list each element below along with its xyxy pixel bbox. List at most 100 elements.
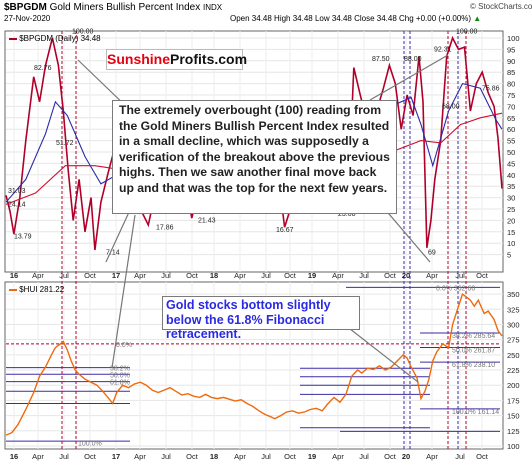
y-tick-label: 60 bbox=[507, 125, 515, 134]
x-tick-label: Jul bbox=[359, 452, 369, 461]
fib-level-label: 100.0% bbox=[78, 440, 102, 447]
x-tick-label: 20 bbox=[402, 271, 410, 280]
y-tick-label: 100 bbox=[507, 34, 520, 43]
x-tick-label: Jul bbox=[261, 452, 271, 461]
callout-fibonacci: Gold stocks bottom slightly below the 61… bbox=[162, 296, 360, 341]
x-tick-label: 17 bbox=[112, 271, 120, 280]
y-tick-label: 250 bbox=[507, 351, 520, 360]
fibonacci-levels bbox=[6, 286, 500, 442]
x-tick-label: Apr bbox=[134, 452, 146, 461]
x-tick-label: 19 bbox=[308, 452, 316, 461]
x-tick-label: Oct bbox=[384, 452, 397, 461]
fib-level-label: 38.2% bbox=[110, 366, 130, 373]
symbol: $BPGDM bbox=[4, 2, 47, 13]
exchange: INDX bbox=[202, 3, 223, 12]
y-tick-label: 350 bbox=[507, 290, 520, 299]
y-tick-label: 85 bbox=[507, 68, 515, 77]
point-label: 75.86 bbox=[482, 85, 500, 92]
point-label: 16.67 bbox=[276, 227, 294, 234]
x-tick-label: 16 bbox=[10, 271, 18, 280]
x-tick-label: Apr bbox=[134, 271, 146, 280]
x-tick-label: 20 bbox=[402, 452, 410, 461]
point-label: 13.79 bbox=[14, 234, 32, 241]
x-tick-label: 18 bbox=[210, 452, 218, 461]
y-tick-label: 175 bbox=[507, 396, 520, 405]
fib-level-label: 0.0% bbox=[116, 342, 132, 349]
y-tick-label: 15 bbox=[507, 228, 515, 237]
x-tick-label: Jul bbox=[59, 452, 69, 461]
chart-date: 27-Nov-2020 bbox=[4, 14, 51, 23]
x-tick-label: 17 bbox=[112, 452, 120, 461]
x-tick-label: Jul bbox=[161, 452, 171, 461]
point-label: 21.43 bbox=[198, 218, 216, 225]
x-tick-label: 18 bbox=[210, 271, 218, 280]
chart-header: $BPGDM Gold Miners Bullish Percent Index… bbox=[4, 2, 222, 13]
axis-ticks: 5 10 15 20 25 30 35 40 45 50 55 60 65 70 75 80 85 90 95 100… bbox=[10, 34, 520, 461]
y-tick-label: 90 bbox=[507, 57, 515, 66]
source-credit: © StockCharts.com bbox=[470, 2, 532, 11]
point-label: 17.86 bbox=[156, 225, 174, 232]
fib-level-label: 38.2% 285.64 bbox=[452, 333, 495, 340]
fib-level-label: 50.0% 261.87 bbox=[452, 347, 495, 354]
x-tick-label: Jul bbox=[261, 271, 271, 280]
x-tick-label: Jul bbox=[455, 271, 465, 280]
bottom-legend-label: $HUI 281.22 bbox=[19, 285, 65, 294]
x-tick-label: Apr bbox=[32, 452, 44, 461]
x-tick-label: Jul bbox=[161, 271, 171, 280]
legend-swatch bbox=[9, 37, 17, 40]
ohlc-values: Open 34.48 High 34.48 Low 34.48 Close 34… bbox=[230, 14, 472, 23]
y-tick-label: 65 bbox=[507, 114, 515, 123]
index-name: Gold Miners Bullish Percent Index bbox=[49, 2, 201, 13]
top-legend-label: $BPGDM (Daily) 34.48 bbox=[19, 34, 101, 43]
point-label: 92.31 bbox=[434, 47, 452, 54]
x-tick-label: 19 bbox=[308, 271, 316, 280]
hui-line bbox=[5, 292, 503, 436]
bottom-panel-frame bbox=[4, 281, 504, 450]
y-tick-label: 40 bbox=[507, 171, 515, 180]
callout-overbought-text: The extremely overbought (100) reading f… bbox=[119, 103, 390, 195]
y-tick-label: 70 bbox=[507, 102, 515, 111]
top-legend: $BPGDM (Daily) 34.48 bbox=[9, 34, 101, 43]
ohlc-readout: Open 34.48 High 34.48 Low 34.48 Close 34… bbox=[230, 14, 481, 23]
legend-swatch bbox=[9, 288, 17, 291]
x-tick-label: Oct bbox=[476, 452, 489, 461]
logo-part1: Sunshine bbox=[107, 51, 171, 67]
point-labels: 0.0% 38.2% 285.64 50.0% 261.87 61.8% 238.10… bbox=[8, 28, 500, 447]
x-tick-label: Oct bbox=[84, 452, 97, 461]
x-tick-label: Apr bbox=[426, 271, 438, 280]
point-label: 82.76 bbox=[34, 65, 52, 72]
fib-level-label: 0.0% 362.60 bbox=[436, 285, 475, 292]
y-tick-label: 25 bbox=[507, 205, 515, 214]
point-label: 31.03 bbox=[8, 188, 26, 195]
up-arrow-icon: ▲ bbox=[473, 14, 482, 23]
fib-level-label: 100.0% 161.14 bbox=[452, 409, 499, 416]
x-tick-label: Oct bbox=[186, 452, 199, 461]
y-tick-label: 100 bbox=[507, 442, 520, 451]
y-tick-label: 45 bbox=[507, 159, 515, 168]
bottom-legend: $HUI 281.22 bbox=[9, 285, 64, 294]
point-label: 87.50 bbox=[372, 56, 390, 63]
x-tick-label: Oct bbox=[284, 271, 297, 280]
fib-level-label: 50.0% bbox=[110, 372, 130, 379]
x-tick-label: Apr bbox=[332, 452, 344, 461]
y-tick-label: 225 bbox=[507, 366, 520, 375]
point-label: 69 bbox=[428, 250, 436, 257]
x-tick-label: Oct bbox=[284, 452, 297, 461]
logo-part2: Profits.com bbox=[170, 51, 248, 67]
x-tick-label: Apr bbox=[234, 271, 246, 280]
point-label: 68.00 bbox=[442, 104, 460, 111]
x-tick-label: Apr bbox=[332, 271, 344, 280]
y-tick-label: 30 bbox=[507, 194, 515, 203]
x-tick-label: Oct bbox=[84, 271, 97, 280]
x-tick-label: Jul bbox=[59, 271, 69, 280]
fib-level-label: 61.8% 238.10 bbox=[452, 362, 495, 369]
y-tick-label: 50 bbox=[507, 148, 515, 157]
point-label: 88.00 bbox=[404, 56, 422, 63]
y-tick-label: 150 bbox=[507, 412, 520, 421]
y-tick-label: 275 bbox=[507, 336, 520, 345]
y-tick-label: 300 bbox=[507, 320, 520, 329]
x-tick-label: Oct bbox=[186, 271, 199, 280]
callout-fibonacci-text: Gold stocks bottom slightly below the 61… bbox=[166, 298, 331, 341]
x-tick-label: Apr bbox=[234, 452, 246, 461]
point-label: 7.14 bbox=[106, 250, 120, 257]
